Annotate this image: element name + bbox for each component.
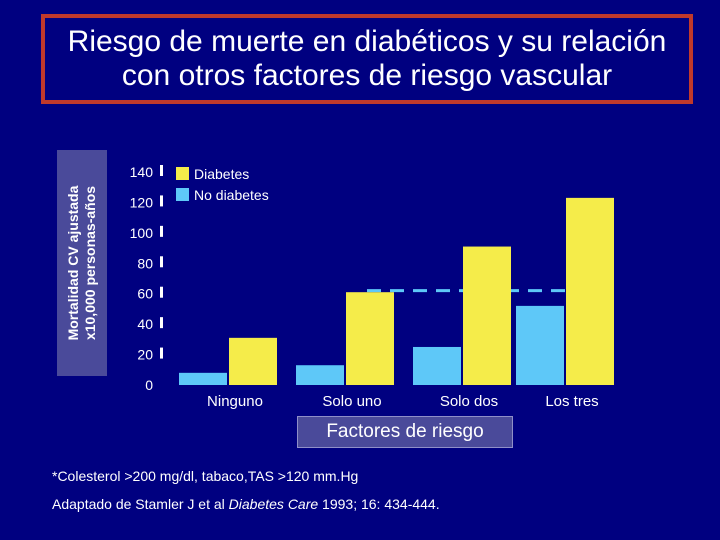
x-axis-title: Factores de riesgo xyxy=(297,416,513,448)
citation: Adaptado de Stamler J et al Diabetes Car… xyxy=(52,490,440,518)
y-tick-mark xyxy=(160,225,163,237)
y-axis-label-box: Mortalidad CV ajustada x10,000 personas-… xyxy=(57,150,107,376)
y-tick-label: 40 xyxy=(137,316,153,332)
y-tick-label: 80 xyxy=(137,255,153,271)
notes: *Colesterol >200 mg/dl, tabaco,TAS >120 … xyxy=(52,462,440,518)
bar-no-diabetes xyxy=(179,372,227,385)
x-category-label: Solo dos xyxy=(440,393,498,410)
citation-suffix: 1993; 16: 434-444. xyxy=(318,496,440,512)
bar-diabetes xyxy=(566,197,614,385)
y-tick-mark xyxy=(160,286,163,298)
x-category-label: Ninguno xyxy=(207,393,263,410)
y-tick-label: 140 xyxy=(130,164,154,180)
x-category-label: Solo uno xyxy=(322,393,381,410)
chart-title-line2: con otros factores de riesgo vascular xyxy=(121,59,613,92)
citation-journal: Diabetes Care xyxy=(228,496,319,512)
bar-diabetes xyxy=(229,337,277,385)
legend-label: No diabetes xyxy=(194,187,269,203)
bar-diabetes xyxy=(463,246,511,385)
chart-title-box: Riesgo de muerte en diabéticos y su rela… xyxy=(41,14,693,104)
bar-no-diabetes xyxy=(296,365,344,385)
legend-label: Diabetes xyxy=(194,166,249,182)
y-tick-mark xyxy=(160,317,163,329)
footnote: *Colesterol >200 mg/dl, tabaco,TAS >120 … xyxy=(52,468,359,484)
legend-swatch xyxy=(176,167,189,180)
y-tick-label: 0 xyxy=(145,377,153,393)
bar-no-diabetes xyxy=(413,346,461,385)
legend-swatch xyxy=(176,188,189,201)
y-tick-mark xyxy=(160,165,163,176)
y-tick-mark xyxy=(160,195,163,207)
y-tick-label: 100 xyxy=(130,225,154,241)
y-tick-label: 120 xyxy=(130,194,154,210)
bar-diabetes xyxy=(346,292,394,385)
y-tick-mark xyxy=(160,347,163,359)
y-tick-label: 20 xyxy=(137,347,153,363)
x-category-label: Los tres xyxy=(545,393,598,410)
bar-no-diabetes xyxy=(516,305,564,385)
chart-title-line1: Riesgo de muerte en diabéticos y su rela… xyxy=(67,25,667,58)
citation-prefix: Adaptado de Stamler J et al xyxy=(52,496,229,512)
y-tick-mark xyxy=(160,256,163,268)
y-tick-label: 60 xyxy=(137,286,153,302)
